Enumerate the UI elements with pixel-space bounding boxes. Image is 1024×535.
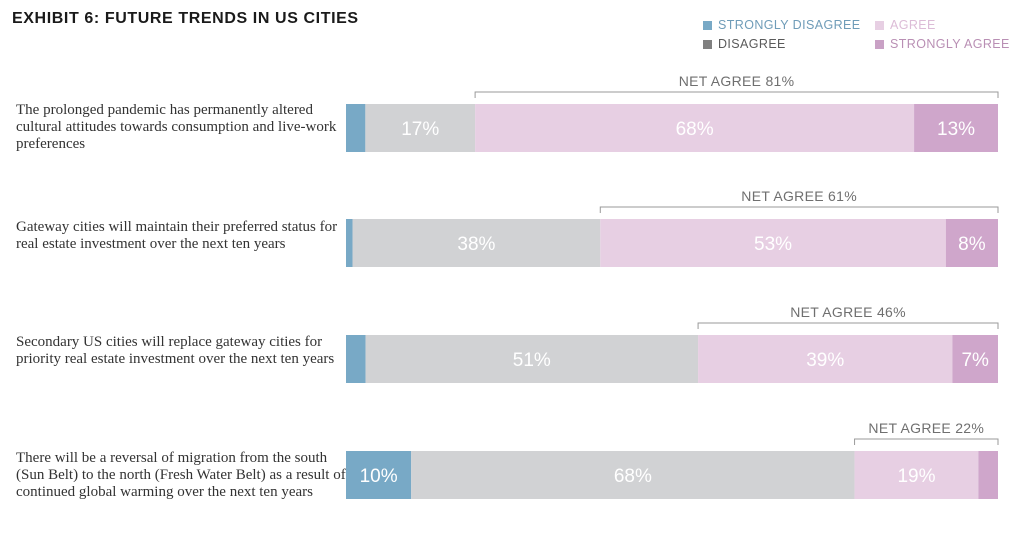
- net-agree-bracket-2: [599, 206, 999, 213]
- legend-item-strongly-agree: STRONGLY AGREE: [875, 37, 1010, 51]
- bar-segment-strongly-disagree-4: [346, 451, 412, 499]
- net-agree-bracket-3: [697, 322, 999, 329]
- data-label-disagree-1: 17%: [401, 119, 439, 140]
- bar-segment-agree-2: [600, 219, 946, 267]
- legend-swatch-strongly-agree: [875, 39, 884, 49]
- bar-segment-strongly-disagree-1: [346, 104, 366, 152]
- net-agree-label-2: NET AGREE 61%: [741, 188, 857, 204]
- data-label-disagree-3: 51%: [513, 350, 551, 371]
- chart-title: EXHIBIT 6: FUTURE TRENDS IN US CITIES: [12, 10, 359, 27]
- data-label-agree-4: 19%: [897, 466, 935, 487]
- legend-swatch-agree: [875, 20, 884, 30]
- bar-segment-strongly-disagree-2: [346, 219, 353, 267]
- data-label-agree-2: 53%: [754, 234, 792, 255]
- bar-segment-disagree-3: [365, 335, 699, 383]
- question-label-1: The prolonged pandemic has permanently a…: [16, 102, 337, 152]
- legend-label-strongly-disagree: STRONGLY DISAGREE: [718, 18, 861, 32]
- bar-segment-disagree-1: [365, 104, 476, 152]
- bar-segment-agree-3: [698, 335, 953, 383]
- bar-segment-disagree-2: [352, 219, 601, 267]
- net-agree-bracket-1: [474, 91, 999, 98]
- data-label-strongly-disagree-4: 10%: [360, 466, 398, 487]
- data-label-agree-1: 68%: [676, 119, 714, 140]
- net-agree-label-4: NET AGREE 22%: [868, 420, 984, 436]
- data-label-agree-3: 39%: [806, 350, 844, 371]
- bar-segment-strongly-agree-1: [914, 104, 998, 152]
- net-agree-bracket-4: [854, 438, 999, 445]
- net-agree-label-3: NET AGREE 46%: [790, 304, 906, 320]
- bar-segment-strongly-agree-2: [945, 219, 998, 267]
- data-label-strongly-agree-1: 13%: [937, 119, 975, 140]
- legend-item-strongly-disagree: STRONGLY DISAGREE: [703, 18, 860, 32]
- bar-segment-agree-1: [475, 104, 915, 152]
- data-label-strongly-agree-3: 7%: [961, 350, 989, 371]
- legend-swatch-strongly-disagree: [703, 20, 712, 30]
- data-label-strongly-agree-2: 8%: [958, 234, 986, 255]
- data-label-disagree-4: 68%: [614, 466, 652, 487]
- bar-segment-strongly-disagree-3: [346, 335, 366, 383]
- legend-label-agree: AGREE: [890, 18, 936, 32]
- net-agree-label-1: NET AGREE 81%: [679, 73, 795, 89]
- data-label-disagree-2: 38%: [457, 234, 495, 255]
- legend-label-strongly-agree: STRONGLY AGREE: [890, 37, 1010, 51]
- legend-label-disagree: DISAGREE: [718, 37, 786, 51]
- question-label-4: There will be a reversal of migration fr…: [16, 450, 346, 500]
- question-label-3: Secondary US cities will replace gateway…: [16, 334, 335, 367]
- bar-segment-agree-4: [854, 451, 979, 499]
- legend-item-disagree: DISAGREE: [703, 37, 786, 51]
- bar-segment-disagree-4: [411, 451, 855, 499]
- legend-item-agree: AGREE: [875, 18, 936, 32]
- bar-segment-strongly-agree-4: [978, 451, 998, 499]
- question-label-2: Gateway cities will maintain their prefe…: [16, 219, 338, 252]
- legend-swatch-disagree: [703, 39, 712, 49]
- bar-segment-strongly-agree-3: [952, 335, 998, 383]
